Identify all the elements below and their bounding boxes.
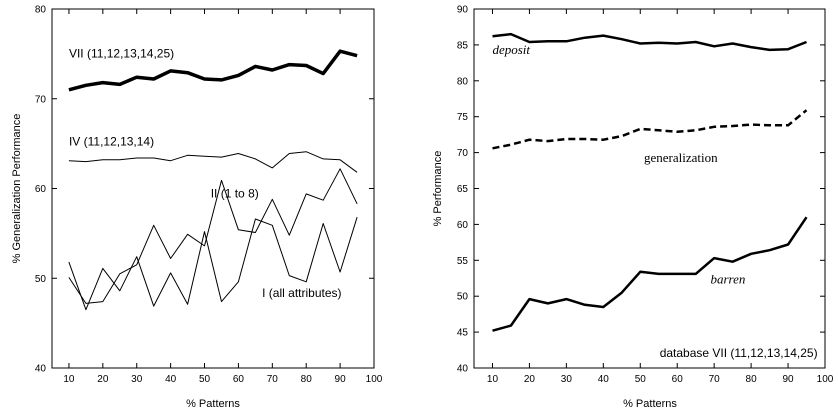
right-x-tick-label: 10 <box>487 374 499 385</box>
left-series-line-1 <box>68 151 358 173</box>
left-x-tick-label: 70 <box>267 374 279 385</box>
left-series-line-3 <box>68 168 358 304</box>
right-series-line-0 <box>492 32 807 52</box>
right-y-tick-label: 65 <box>457 184 469 195</box>
left-y-tick-label: 70 <box>35 94 47 105</box>
left-y-tick-label: 60 <box>35 184 47 195</box>
right-series-label-0: deposit <box>492 42 530 57</box>
right-series-label-2: barren <box>710 271 745 286</box>
left-series-label-2: II (1 to 8) <box>211 186 259 200</box>
right-y-tick-label: 80 <box>457 76 469 87</box>
left-series-line-0 <box>68 49 358 92</box>
right-x-tick-label: 30 <box>561 374 573 385</box>
right-y-tick-label: 90 <box>457 5 469 16</box>
right-y-tick-label: 75 <box>457 112 469 123</box>
right-x-axis-title: % Patterns <box>623 398 677 410</box>
left-y-tick-label: 50 <box>35 274 47 285</box>
right-chart: 10 20 30 40 50 60 70 80 90 100 40 45 50 55 60 65 70 75 80 8… <box>432 5 834 411</box>
left-series-label-0: VII (11,12,13,14,25) <box>69 46 174 60</box>
right-series-label-1: generalization <box>644 150 718 165</box>
left-series-label-3: I (all attributes) <box>262 286 341 300</box>
left-x-tick-label: 40 <box>165 374 177 385</box>
right-series <box>492 32 808 332</box>
left-y-tick-label: 40 <box>35 364 47 375</box>
right-x-tick-label: 40 <box>598 374 610 385</box>
left-y-axis-title: % Generalization Performance <box>11 114 23 264</box>
right-y-tick-label: 45 <box>457 328 469 339</box>
right-series-line-2 <box>492 216 808 332</box>
right-annotation: database VII (11,12,13,14,25) <box>660 346 818 360</box>
left-chart: 10 20 30 40 50 60 70 80 90 100 40 50 60 70 80 VII (11,… <box>11 5 383 411</box>
right-series-labels: deposit generalization barren <box>492 42 745 286</box>
right-x-tick-label: 90 <box>782 374 794 385</box>
right-y-tick-label: 70 <box>457 148 469 159</box>
right-y-tick-label: 85 <box>457 40 469 51</box>
left-series-line-2 <box>68 217 358 311</box>
right-y-tick-label: 50 <box>457 292 469 303</box>
left-x-tick-label: 30 <box>131 374 143 385</box>
left-x-tick-label: 60 <box>233 374 245 385</box>
left-series <box>68 49 358 311</box>
left-series-label-1: IV (11,12,13,14) <box>69 134 154 148</box>
left-x-tick-label: 80 <box>301 374 313 385</box>
left-x-tick-label: 50 <box>199 374 211 385</box>
right-x-tick-label: 70 <box>709 374 721 385</box>
left-x-tick-label: 10 <box>63 374 75 385</box>
right-plot-frame <box>473 8 826 369</box>
right-x-tick-label: 80 <box>746 374 758 385</box>
left-x-tick-label: 20 <box>97 374 109 385</box>
right-x-tick-label: 100 <box>817 374 834 385</box>
left-x-axis-title: % Patterns <box>186 398 240 410</box>
right-x-tick-label: 50 <box>635 374 647 385</box>
right-y-tick-label: 40 <box>457 364 469 375</box>
left-ticks: 10 20 30 40 50 60 70 80 90 100 40 50 60 70 80 <box>35 5 383 386</box>
right-ticks: 10 20 30 40 50 60 70 80 90 100 40 45 50 55 60 65 70 75 80 8… <box>457 5 834 386</box>
right-y-tick-label: 60 <box>457 220 469 231</box>
right-x-tick-label: 20 <box>524 374 536 385</box>
right-series-line-1 <box>492 109 808 150</box>
left-series-labels: VII (11,12,13,14,25) IV (11,12,13,14) II (… <box>69 46 342 300</box>
left-x-tick-label: 100 <box>366 374 383 385</box>
right-x-tick-label: 60 <box>672 374 684 385</box>
left-y-tick-label: 80 <box>35 5 47 16</box>
right-y-tick-label: 55 <box>457 256 469 267</box>
right-y-axis-title: % Performance <box>432 151 444 227</box>
left-x-tick-label: 90 <box>335 374 347 385</box>
